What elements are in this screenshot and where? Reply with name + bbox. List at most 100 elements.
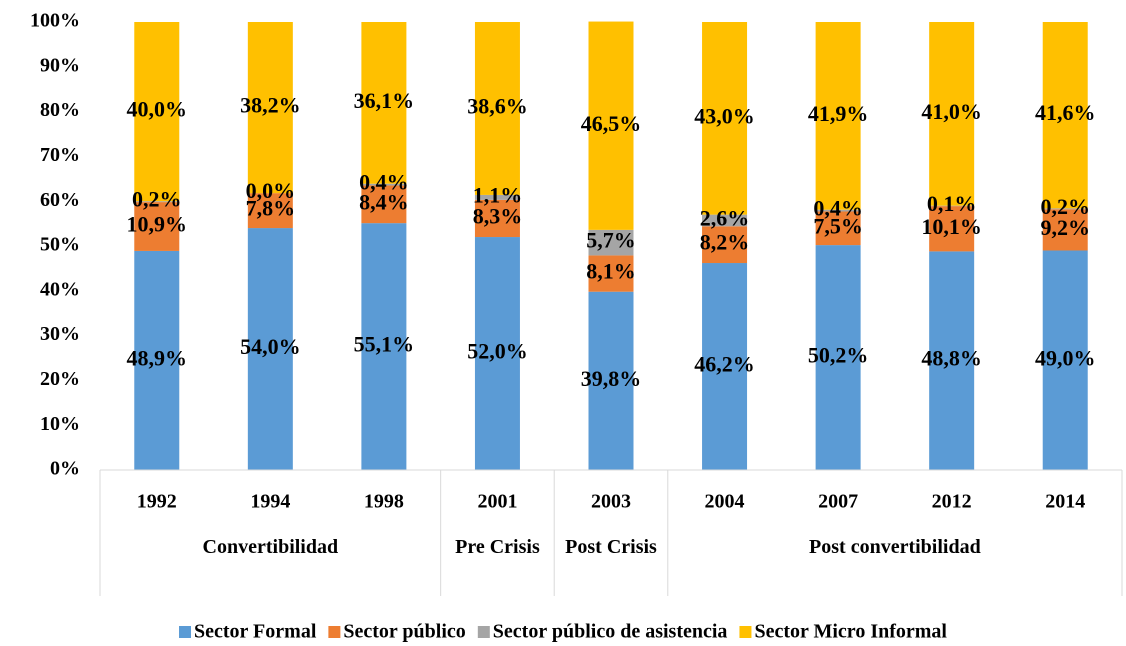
bar-segment: [361, 223, 407, 470]
bar-segment: [134, 22, 180, 202]
bar-segment: [361, 22, 407, 184]
legend-label: Sector Formal: [194, 621, 317, 643]
bar-segment: [134, 250, 180, 470]
data-label: 8,3%: [473, 203, 523, 228]
group-label: Post Crisis: [565, 536, 657, 558]
data-label: 0,2%: [132, 187, 182, 212]
bar-segment: [474, 22, 520, 195]
group-label-box: Convertibilidad: [202, 536, 339, 558]
data-label: 0,1%: [927, 191, 977, 216]
data-label: 49,0%: [1035, 345, 1096, 370]
data-label: 41,9%: [808, 101, 869, 126]
bar-segment: [361, 183, 407, 186]
data-label: 52,0%: [467, 339, 528, 364]
data-label: 39,8%: [581, 366, 642, 391]
bar-segment: [588, 291, 634, 470]
data-label: 48,8%: [921, 346, 982, 371]
group-label-box: Post convertibilidad: [809, 536, 981, 558]
group-label: Post convertibilidad: [809, 536, 981, 558]
data-label: 1,1%: [473, 182, 523, 207]
bar-segment: [247, 22, 293, 194]
data-label: 5,7%: [586, 228, 636, 253]
group-label-box: Pre Crisis: [455, 536, 540, 558]
y-tick-label: 60%: [40, 189, 80, 211]
data-label: 46,2%: [694, 352, 755, 377]
bar-segment: [247, 228, 293, 470]
y-tick-label: 90%: [40, 54, 80, 76]
group-label-box: Post Crisis: [565, 536, 657, 558]
group-label: Pre Crisis: [455, 536, 540, 558]
x-tick-label: 1992: [137, 491, 177, 513]
data-label: 41,0%: [921, 99, 982, 124]
y-tick-label: 40%: [40, 278, 80, 300]
legend-label: Sector público: [343, 621, 465, 643]
data-label: 0,4%: [813, 196, 863, 221]
x-tick-label: 2007: [818, 491, 858, 513]
bar-segment: [702, 214, 748, 227]
bar-segment: [929, 22, 975, 206]
legend-item: Sector Micro Informal: [739, 621, 947, 643]
y-tick-label: 70%: [40, 144, 80, 166]
legend-item: Sector Formal: [179, 621, 317, 643]
y-tick-label: 10%: [40, 413, 80, 435]
y-tick-label: 100%: [30, 10, 80, 32]
x-tick-label: 1994: [250, 491, 290, 513]
y-tick-label: 80%: [40, 99, 80, 121]
data-label: 8,1%: [586, 259, 636, 284]
legend-item: Sector público: [328, 621, 466, 643]
data-label: 46,5%: [581, 111, 642, 136]
data-label: 0,0%: [246, 178, 296, 203]
x-tick-label: 2012: [932, 491, 972, 513]
bar-segment: [815, 211, 861, 246]
x-tick-label: 2001: [477, 491, 517, 513]
bar-segment: [1042, 22, 1088, 209]
data-label: 7,5%: [813, 213, 863, 238]
bar-segment: [702, 226, 748, 264]
legend-swatch: [179, 626, 192, 638]
bar-segment: [588, 255, 634, 292]
bar-segment: [815, 245, 861, 470]
data-label: 10,1%: [921, 214, 982, 239]
data-label: 48,9%: [127, 346, 188, 371]
bar-segment: [929, 206, 975, 252]
bar-segment: [815, 22, 861, 210]
x-tick-label: 2004: [705, 491, 745, 513]
bar-segment: [1042, 208, 1088, 210]
y-tick-label: 0%: [50, 458, 80, 480]
data-label: 9,2%: [1040, 215, 1090, 240]
legend-label: Sector Micro Informal: [754, 621, 947, 643]
x-tick-label: 2014: [1045, 491, 1085, 513]
bar-segment: [474, 237, 520, 470]
data-label: 8,2%: [700, 230, 750, 255]
data-label: 38,6%: [467, 94, 528, 119]
data-label: 36,1%: [354, 88, 415, 113]
bar-segment: [474, 194, 520, 200]
data-label: 55,1%: [354, 332, 415, 357]
bar-segment: [474, 199, 520, 238]
bar-segment: [1042, 250, 1088, 470]
bar-segment: [1042, 209, 1088, 251]
x-tick-label: 2003: [591, 491, 631, 513]
bar-segment: [134, 201, 180, 203]
data-label: 41,6%: [1035, 100, 1096, 125]
data-label: 10,9%: [127, 212, 188, 237]
data-label: 40,0%: [127, 97, 188, 122]
bar-segment: [702, 263, 748, 470]
data-label: 43,0%: [694, 103, 755, 128]
data-label: 38,2%: [240, 93, 301, 118]
data-label: 0,4%: [359, 170, 409, 195]
group-label: Convertibilidad: [202, 536, 339, 558]
data-label: 50,2%: [808, 343, 869, 368]
bar-segment: [815, 209, 861, 212]
bar-segment: [361, 185, 407, 224]
bar-segment: [134, 202, 180, 251]
legend-item: Sector público de asistencia: [477, 621, 728, 643]
y-tick-label: 30%: [40, 323, 80, 345]
bar-segment: [588, 21, 634, 230]
x-tick-label: 1998: [364, 491, 404, 513]
legend-swatch: [739, 626, 752, 638]
y-tick-label: 50%: [40, 234, 80, 256]
legend-label: Sector público de asistencia: [493, 621, 728, 643]
